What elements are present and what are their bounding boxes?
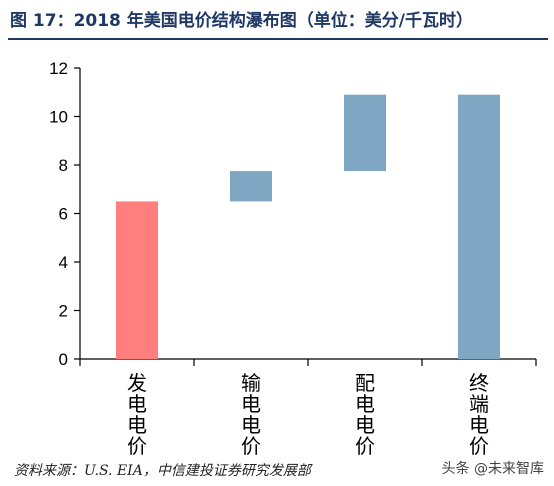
bar-2 [230,171,272,202]
x-category-label: 配电电价 [355,371,375,458]
title-rule [8,38,548,40]
watermark: 头条 @未来智库 [441,461,544,477]
chart-title: 图 17：2018 年美国电价结构瀑布图（单位：美分/千瓦时） [10,11,474,31]
y-tick-label: 8 [59,156,68,175]
y-tick-label: 4 [59,253,68,272]
y-tick-labels: 0 2 4 6 8 10 12 [49,59,68,369]
x-category-labels: 发电电价 输电电价 配电电价 终端电价 [127,371,489,458]
x-category-label: 终端电价 [469,371,489,458]
y-tick-label: 0 [59,350,68,369]
y-tick-label: 2 [59,302,68,321]
x-category-label: 输电电价 [241,371,261,458]
source-note: 资料来源：U.S. EIA，中信建投证券研究发展部 [14,463,311,479]
bar-1 [116,201,158,359]
y-tick-label: 10 [49,108,68,127]
y-tick-label: 12 [49,59,68,78]
chart-bars [116,94,500,360]
y-tick-label: 6 [59,205,68,224]
x-category-label: 发电电价 [127,371,147,458]
bar-3 [344,94,386,172]
bar-4 [458,94,500,360]
